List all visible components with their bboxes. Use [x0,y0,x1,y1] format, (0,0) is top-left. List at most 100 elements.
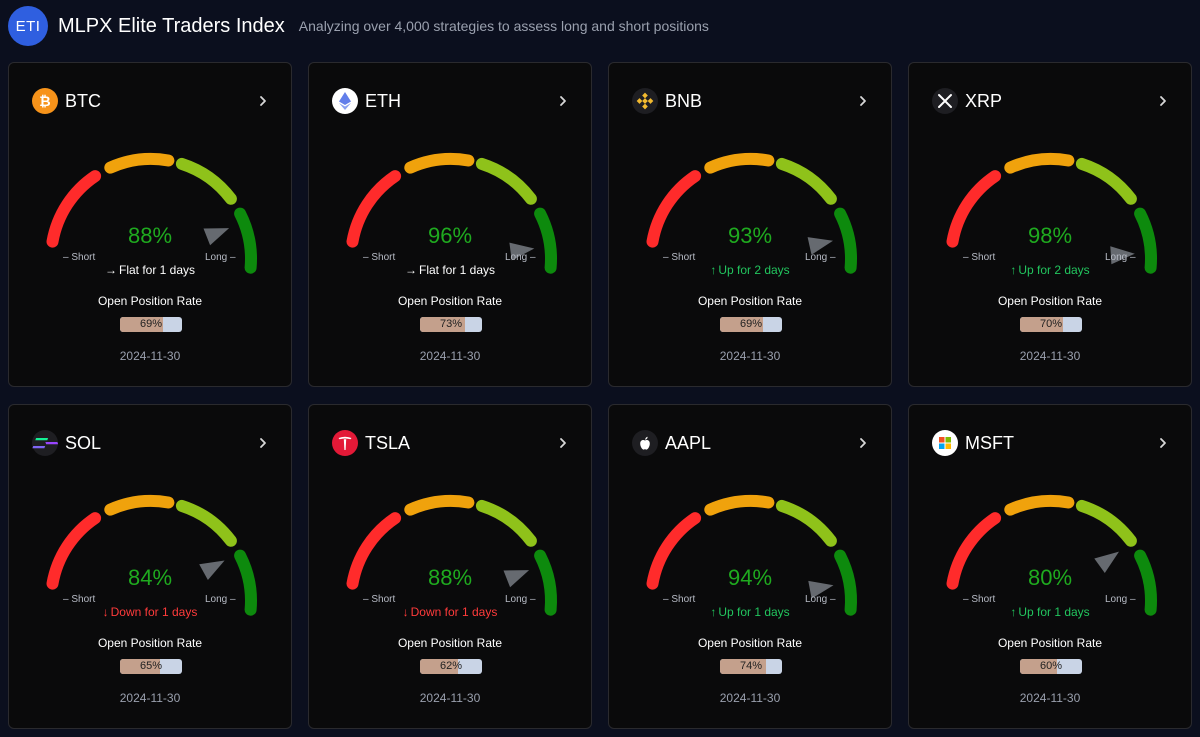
long-percentage: 88% [427,565,473,590]
gauge-segment-neutral-long [175,499,237,547]
sentiment-gauge [46,495,257,616]
microsoft-icon [932,430,958,456]
card-date: 2024-11-30 [719,691,781,705]
asset-card-xrp[interactable]: XRP 98% – Short Long – ↑ Up for 2 days Op… [908,62,1192,387]
chevron-right-icon[interactable] [555,93,571,109]
chevron-right-icon[interactable] [855,435,871,451]
chevron-right-icon[interactable] [255,435,271,451]
rate-bar-fill [1020,317,1064,332]
gauge-segment-neutral-short [104,153,175,174]
card-header: ETH [332,87,571,115]
card-header: ₿ BTC [32,87,271,115]
asset-card-grid: ₿ BTC 88% – Short Long – → Flat for 1 day… [8,62,1192,729]
rate-value: 60% [1039,660,1063,672]
open-position-rate-bar: 62% [420,659,482,674]
tesla-icon [332,430,358,456]
chevron-right-icon[interactable] [255,93,271,109]
asset-card-sol[interactable]: SOL 84% – Short Long – ↓ Down for 1 days … [8,404,292,729]
gauge-segment-neutral-long [475,499,537,547]
asset-card-eth[interactable]: ETH 96% – Short Long – → Flat for 1 days … [308,62,592,387]
long-label: Long – [505,594,536,605]
trend-arrow-icon: → [404,263,417,277]
card-date: 2024-11-30 [419,349,481,363]
trend-indicator: ↑ Up for 2 days [909,263,1191,277]
rate-value: 62% [439,660,463,672]
long-label: Long – [1105,252,1136,263]
long-percentage: 80% [1027,565,1073,590]
long-percentage: 88% [127,223,173,248]
asset-symbol: AAPL [665,432,712,453]
asset-symbol: ETH [365,90,401,111]
bnb-icon [632,88,658,114]
sentiment-gauge [946,495,1157,616]
gauge-segment-short [946,512,1002,590]
gauge-segment-neutral-short [104,495,175,516]
bitcoin-icon: ₿ [32,88,58,114]
long-label: Long – [805,252,836,263]
svg-text:₿: ₿ [39,94,50,110]
card-header: AAPL [632,429,871,457]
sentiment-gauge [646,153,857,274]
gauge-segment-neutral-short [1004,153,1075,174]
rate-value: 69% [139,318,163,330]
chevron-right-icon[interactable] [1155,435,1171,451]
asset-symbol: BNB [665,90,703,111]
rate-bar-fill [120,659,161,674]
short-label: – Short [663,252,696,263]
trend-indicator: ↓ Down for 1 days [309,605,591,619]
gauge-segment-short [46,512,102,590]
gauge-segment-long [834,549,857,616]
short-label: – Short [663,594,696,605]
rate-bar-fill [720,659,766,674]
open-position-rate-label: Open Position Rate [997,636,1103,650]
gauge-segment-neutral-short [704,153,775,174]
asset-symbol: BTC [65,90,101,111]
asset-card-btc[interactable]: ₿ BTC 88% – Short Long – → Flat for 1 day… [8,62,292,387]
gauge-needle [807,237,833,255]
short-label: – Short [363,252,396,263]
gauge-segment-long [234,207,257,274]
card-header: XRP [932,87,1171,115]
gauge-needle [1110,246,1135,265]
open-position-rate-label: Open Position Rate [997,294,1103,308]
asset-card-aapl[interactable]: AAPL 94% – Short Long – ↑ Up for 1 days O… [608,404,892,729]
open-position-rate-label: Open Position Rate [397,294,503,308]
gauge-needle [1094,551,1119,573]
chevron-right-icon[interactable] [555,435,571,451]
gauge-needle [199,560,225,580]
chevron-right-icon[interactable] [855,93,871,109]
chevron-right-icon[interactable] [1155,93,1171,109]
gauge-needle [509,242,535,261]
trend-indicator: ↓ Down for 1 days [9,605,291,619]
card-header: TSLA [332,429,571,457]
asset-card-msft[interactable]: MSFT 80% – Short Long – ↑ Up for 1 days O… [908,404,1192,729]
card-header: MSFT [932,429,1171,457]
rate-value: 69% [739,318,763,330]
card-date: 2024-11-30 [719,349,781,363]
trend-indicator: → Flat for 1 days [309,263,591,277]
asset-card-bnb[interactable]: BNB 93% – Short Long – ↑ Up for 2 days Op… [608,62,892,387]
open-position-rate-label: Open Position Rate [97,636,203,650]
rate-bar-fill [1020,659,1058,674]
asset-card-tsla[interactable]: TSLA 88% – Short Long – ↓ Down for 1 days… [308,404,592,729]
trend-text: Up for 1 days [718,605,790,619]
ethereum-icon [332,88,358,114]
asset-symbol: MSFT [965,432,1014,453]
short-label: – Short [963,594,996,605]
long-label: Long – [805,594,836,605]
card-header: SOL [32,429,271,457]
long-percentage: 84% [127,565,173,590]
long-percentage: 93% [727,223,773,248]
trend-arrow-icon: ↑ [1010,263,1017,277]
gauge-segment-neutral-long [775,157,837,205]
asset-symbol: TSLA [365,432,411,453]
trend-indicator: ↑ Up for 2 days [609,263,891,277]
trend-arrow-icon: ↑ [710,263,717,277]
trend-text: Up for 2 days [718,263,790,277]
rate-bar-fill [720,317,763,332]
trend-arrow-icon: ↓ [402,605,409,619]
open-position-rate-label: Open Position Rate [697,636,803,650]
trend-text: Flat for 1 days [418,263,496,277]
gauge-segment-neutral-short [404,153,475,174]
open-position-rate-bar: 60% [1020,659,1082,674]
